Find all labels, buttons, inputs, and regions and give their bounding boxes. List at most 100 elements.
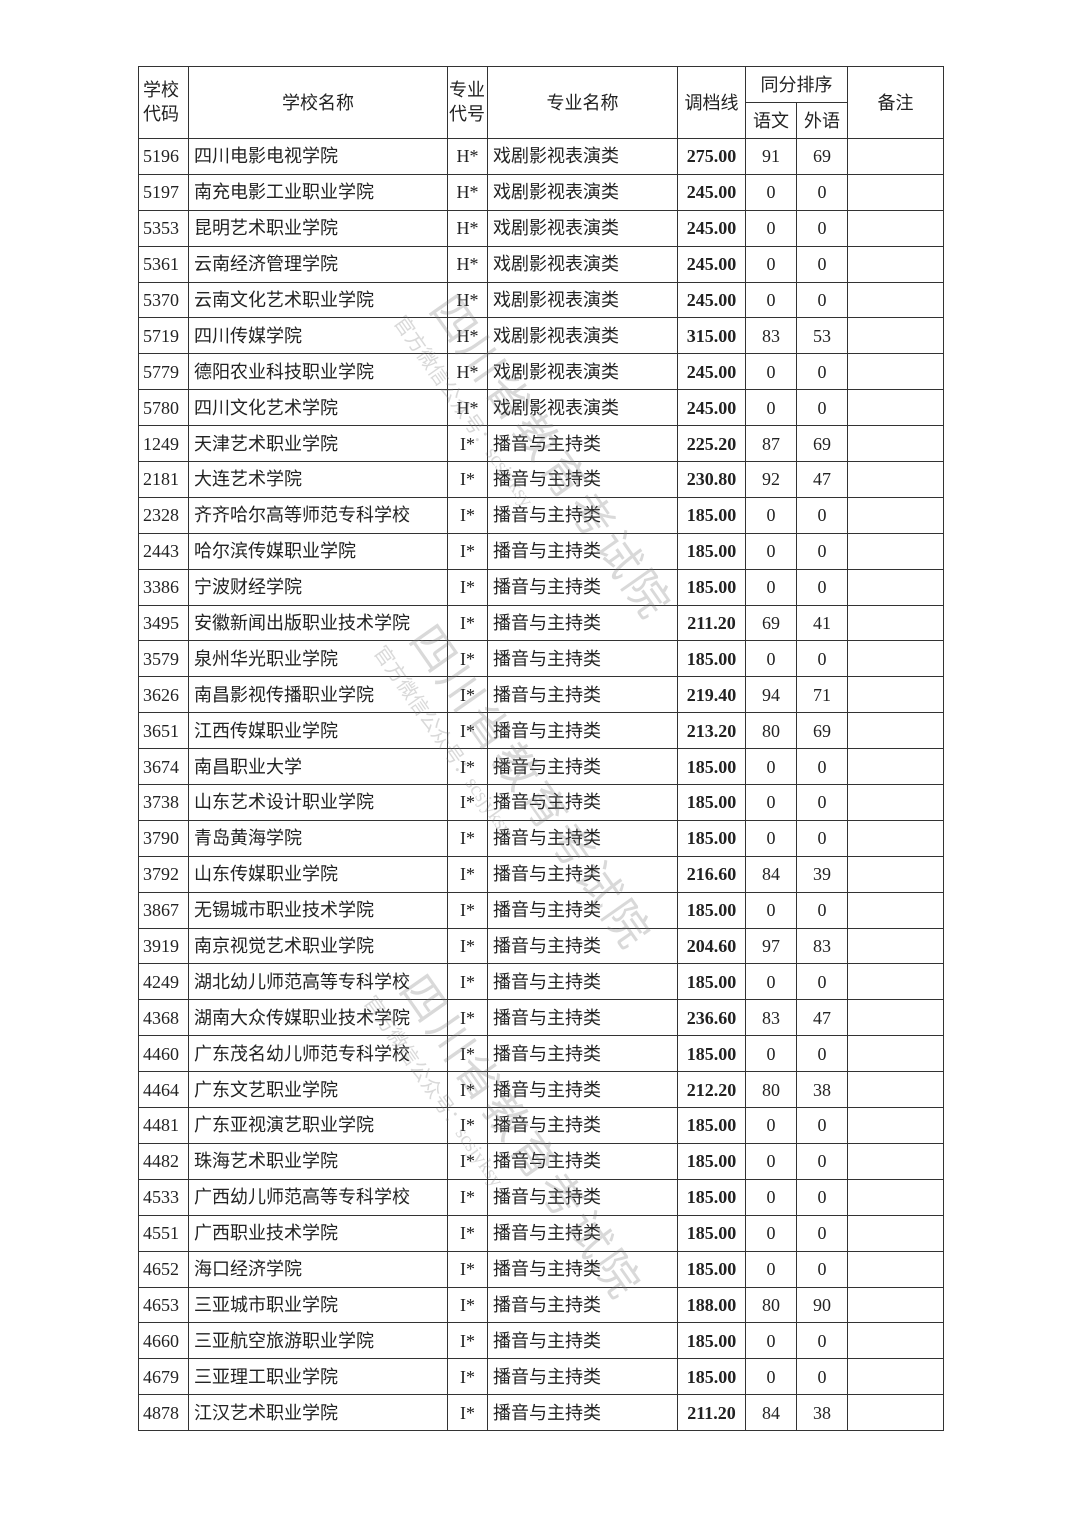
remark-cell: [847, 1071, 944, 1109]
remark-cell: [847, 748, 944, 786]
school-code-cell: 4533: [138, 1178, 189, 1216]
school-code-cell: 4368: [138, 999, 189, 1037]
school-code-cell: 2328: [138, 496, 189, 534]
major-name-cell: 播音与主持类: [487, 1358, 678, 1396]
school-code-cell: 5353: [138, 209, 189, 247]
major-code-cell: I*: [447, 891, 488, 929]
major-name-cell: 戏剧影视表演类: [487, 353, 678, 391]
major-code-cell: H*: [447, 173, 488, 211]
table-row: 3626 南昌影视传播职业学院 I* 播音与主持类 219.40 94 71: [138, 676, 944, 714]
school-code-cell: 4551: [138, 1214, 189, 1252]
foreign-rank-cell: 0: [796, 963, 848, 1001]
cutoff-score-cell: 185.00: [677, 1142, 746, 1180]
cutoff-score-cell: 185.00: [677, 748, 746, 786]
school-name-cell: 四川文化艺术学院: [188, 389, 448, 427]
school-code-cell: 3579: [138, 640, 189, 678]
cutoff-score-cell: 213.20: [677, 712, 746, 750]
school-code-cell: 4660: [138, 1322, 189, 1360]
chinese-rank-cell: 91: [745, 138, 797, 175]
remark-cell: [847, 209, 944, 247]
school-code-cell: 3790: [138, 819, 189, 857]
chinese-rank-cell: 0: [745, 891, 797, 929]
chinese-rank-cell: 80: [745, 1286, 797, 1324]
table-row: 5779 德阳农业科技职业学院 H* 戏剧影视表演类 245.00 0 0: [138, 353, 944, 391]
school-code-cell: 4482: [138, 1142, 189, 1180]
cutoff-score-cell: 185.00: [677, 891, 746, 929]
school-code-cell: 4878: [138, 1394, 189, 1432]
header-cutoff: 调档线: [677, 66, 746, 139]
remark-cell: [847, 353, 944, 391]
table-row: 3738 山东艺术设计职业学院 I* 播音与主持类 185.00 0 0: [138, 784, 944, 821]
foreign-rank-cell: 71: [796, 676, 848, 714]
cutoff-score-cell: 185.00: [677, 784, 746, 821]
school-name-cell: 南昌职业大学: [188, 748, 448, 786]
chinese-rank-cell: 83: [745, 317, 797, 355]
foreign-rank-cell: 0: [796, 1035, 848, 1073]
school-name-cell: 昆明艺术职业学院: [188, 209, 448, 247]
chinese-rank-cell: 0: [745, 209, 797, 247]
major-name-cell: 播音与主持类: [487, 927, 678, 965]
cutoff-score-cell: 185.00: [677, 1250, 746, 1288]
table-row: 3919 南京视觉艺术职业学院 I* 播音与主持类 204.60 97 83: [138, 927, 944, 965]
school-name-cell: 南充电影工业职业学院: [188, 173, 448, 211]
major-code-cell: I*: [447, 1142, 488, 1180]
remark-cell: [847, 568, 944, 606]
remark-cell: [847, 532, 944, 570]
remark-cell: [847, 640, 944, 678]
foreign-rank-cell: 0: [796, 1250, 848, 1288]
remark-cell: [847, 245, 944, 283]
school-code-cell: 4464: [138, 1071, 189, 1109]
school-name-cell: 云南经济管理学院: [188, 245, 448, 283]
header-remark: 备注: [847, 66, 944, 139]
table-row: 2328 齐齐哈尔高等师范专科学校 I* 播音与主持类 185.00 0 0: [138, 496, 944, 534]
major-name-cell: 播音与主持类: [487, 1322, 678, 1360]
foreign-rank-cell: 83: [796, 927, 848, 965]
school-code-cell: 3495: [138, 604, 189, 642]
table-row: 4878 江汉艺术职业学院 I* 播音与主持类 211.20 84 38: [138, 1394, 944, 1432]
school-name-cell: 湖南大众传媒职业技术学院: [188, 999, 448, 1037]
table-row: 4679 三亚理工职业学院 I* 播音与主持类 185.00 0 0: [138, 1358, 944, 1396]
school-name-cell: 四川传媒学院: [188, 317, 448, 355]
major-code-cell: H*: [447, 317, 488, 355]
school-code-cell: 5196: [138, 138, 189, 175]
school-name-cell: 三亚理工职业学院: [188, 1358, 448, 1396]
remark-cell: [847, 1107, 944, 1144]
school-code-cell: 4679: [138, 1358, 189, 1396]
major-code-cell: I*: [447, 1214, 488, 1252]
remark-cell: [847, 891, 944, 929]
cutoff-score-cell: 212.20: [677, 1071, 746, 1109]
major-code-cell: I*: [447, 568, 488, 606]
cutoff-score-cell: 185.00: [677, 1035, 746, 1073]
table-row: 2443 哈尔滨传媒职业学院 I* 播音与主持类 185.00 0 0: [138, 532, 944, 570]
cutoff-score-cell: 225.20: [677, 425, 746, 463]
chinese-rank-cell: 97: [745, 927, 797, 965]
table-row: 4660 三亚航空旅游职业学院 I* 播音与主持类 185.00 0 0: [138, 1322, 944, 1360]
cutoff-score-cell: 188.00: [677, 1286, 746, 1324]
foreign-rank-cell: 0: [796, 389, 848, 427]
major-name-cell: 播音与主持类: [487, 425, 678, 463]
major-name-cell: 播音与主持类: [487, 712, 678, 750]
major-code-cell: I*: [447, 819, 488, 857]
remark-cell: [847, 1250, 944, 1288]
major-code-cell: I*: [447, 640, 488, 678]
cutoff-score-cell: 211.20: [677, 604, 746, 642]
table-row: 4652 海口经济学院 I* 播音与主持类 185.00 0 0: [138, 1250, 944, 1288]
chinese-rank-cell: 0: [745, 640, 797, 678]
cutoff-score-cell: 315.00: [677, 317, 746, 355]
major-name-cell: 播音与主持类: [487, 1250, 678, 1288]
major-name-cell: 播音与主持类: [487, 855, 678, 893]
chinese-rank-cell: 84: [745, 855, 797, 893]
major-code-cell: I*: [447, 425, 488, 463]
table-row: 5719 四川传媒学院 H* 戏剧影视表演类 315.00 83 53: [138, 317, 944, 355]
school-name-cell: 广西职业技术学院: [188, 1214, 448, 1252]
table-row: 3495 安徽新闻出版职业技术学院 I* 播音与主持类 211.20 69 41: [138, 604, 944, 642]
remark-cell: [847, 138, 944, 175]
major-code-cell: I*: [447, 963, 488, 1001]
school-code-cell: 1249: [138, 425, 189, 463]
remark-cell: [847, 927, 944, 965]
header-school-name: 学校名称: [188, 66, 448, 139]
school-code-cell: 5719: [138, 317, 189, 355]
school-name-cell: 海口经济学院: [188, 1250, 448, 1288]
foreign-rank-cell: 0: [796, 568, 848, 606]
table-row: 5780 四川文化艺术学院 H* 戏剧影视表演类 245.00 0 0: [138, 389, 944, 427]
